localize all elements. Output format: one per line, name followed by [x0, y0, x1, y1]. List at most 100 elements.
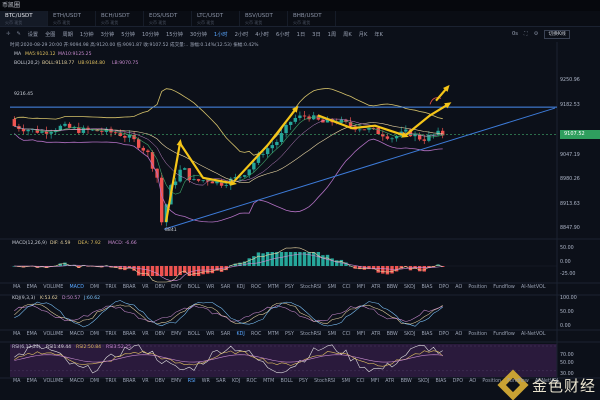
period-button[interactable]: 1周: [327, 31, 337, 38]
indicator-tab[interactable]: SAR: [220, 332, 231, 337]
indicator-tab[interactable]: OBV: [154, 285, 165, 290]
indicator-tab[interactable]: VOLUME: [43, 285, 64, 290]
period-button[interactable]: 3日: [312, 31, 321, 38]
indicator-tab[interactable]: SKDJ: [417, 379, 430, 384]
indicator-tab[interactable]: ATR: [371, 285, 381, 290]
indicator-tab[interactable]: StochRSI: [300, 332, 322, 337]
indicator-tab[interactable]: AI-NetVOL: [521, 285, 546, 290]
indicator-tab[interactable]: TRIX: [105, 285, 117, 290]
indicator-tab[interactable]: VR: [141, 332, 149, 337]
indicator-tab[interactable]: PSY: [285, 332, 294, 337]
indicator-tab[interactable]: SKDJ: [403, 285, 416, 290]
indicator-tab[interactable]: AI-NetVOL: [521, 332, 546, 337]
crosshair-icon[interactable]: ✛: [6, 31, 11, 37]
indicator-tab[interactable]: TRIX: [105, 379, 117, 384]
indicator-tab[interactable]: VOLUME: [43, 379, 64, 384]
indicator-tab[interactable]: SMI: [327, 332, 337, 337]
period-button[interactable]: 月K: [358, 31, 368, 38]
indicator-tab[interactable]: PSY: [285, 285, 294, 290]
indicator-tab[interactable]: BIAS: [421, 332, 433, 337]
period-button[interactable]: 周期: [62, 31, 73, 38]
indicator-tab[interactable]: MFI: [370, 379, 380, 384]
indicator-tab[interactable]: SMI: [327, 285, 337, 290]
period-button[interactable]: 10分钟: [141, 31, 159, 38]
indicator-tab[interactable]: AO: [455, 285, 463, 290]
indicator-tab[interactable]: Position: [482, 379, 502, 384]
indicator-tab[interactable]: ATR: [385, 379, 395, 384]
indicator-tab[interactable]: WR: [206, 285, 215, 290]
indicator-tab[interactable]: CCI: [342, 332, 351, 337]
period-button[interactable]: 1小时: [213, 31, 228, 38]
period-button[interactable]: 4小时: [255, 31, 269, 38]
indicator-tab[interactable]: EMA: [26, 379, 38, 384]
symbol-tab[interactable]: BCH/USDT 火币 现货: [96, 11, 144, 26]
indicator-tab[interactable]: StochRSI: [300, 285, 322, 290]
indicator-tab[interactable]: MACD: [69, 332, 84, 337]
indicator-tab[interactable]: ROC: [246, 379, 257, 384]
indicator-tab[interactable]: ROC: [250, 332, 262, 337]
symbol-tab[interactable]: ETH/USDT 火币 现货: [48, 11, 96, 26]
indicator-tab[interactable]: AI-NetVOL: [534, 379, 560, 384]
indicator-tab[interactable]: MACD: [69, 379, 84, 384]
indicator-tab[interactable]: EMV: [171, 332, 182, 337]
indicator-tab[interactable]: MA: [13, 332, 21, 337]
period-button[interactable]: 1日: [296, 31, 306, 38]
period-button[interactable]: 全图: [45, 31, 56, 38]
indicator-tab[interactable]: MTM: [267, 285, 279, 290]
indicator-tab[interactable]: Fundflow: [507, 379, 529, 384]
indicator-tab[interactable]: AO: [469, 379, 477, 384]
period-button[interactable]: 设置: [27, 31, 39, 38]
indicator-tab[interactable]: BRAR: [122, 332, 136, 337]
indicator-tab[interactable]: CCI: [342, 285, 351, 290]
indicator-tab[interactable]: DMI: [90, 332, 100, 337]
symbol-tab[interactable]: BHB/USDT 火币 现货: [288, 11, 336, 26]
indicator-tab[interactable]: SAR: [216, 379, 226, 384]
symbol-tab[interactable]: EOS/USDT 火币 现货: [144, 11, 192, 26]
indicator-tab[interactable]: MFI: [356, 332, 366, 337]
indicator-tab[interactable]: BOLL: [187, 332, 201, 337]
indicator-tab[interactable]: VR: [141, 379, 149, 384]
indicator-tab[interactable]: OBV: [154, 332, 165, 337]
indicator-tab[interactable]: EMA: [26, 285, 38, 290]
indicator-tab[interactable]: KDJ: [236, 332, 245, 337]
indicator-tab[interactable]: StochRSI: [314, 379, 336, 384]
indicator-tab[interactable]: WR: [201, 379, 210, 384]
indicator-tab[interactable]: BBW: [400, 379, 412, 384]
indicator-tab[interactable]: DMI: [90, 379, 100, 384]
indicator-tab[interactable]: VOLUME: [43, 332, 64, 337]
indicator-tab[interactable]: TRIX: [105, 332, 117, 337]
indicator-tab[interactable]: EMV: [171, 285, 182, 290]
indicator-tab[interactable]: DMI: [90, 285, 100, 290]
period-button[interactable]: 1分钟: [79, 31, 94, 38]
period-button[interactable]: 30分钟: [189, 31, 207, 38]
indicator-tab[interactable]: PSY: [299, 379, 308, 384]
indicator-tab[interactable]: MACD: [69, 285, 84, 290]
indicator-tab[interactable]: BOLL: [187, 285, 201, 290]
period-button[interactable]: 周K: [343, 31, 352, 38]
indicator-tab[interactable]: AO: [455, 332, 463, 337]
indicator-tab[interactable]: MFI: [356, 285, 366, 290]
indicator-tab[interactable]: OBV: [154, 379, 165, 384]
settings-icon[interactable]: ⚙: [533, 31, 539, 37]
indicator-tab[interactable]: BRAR: [122, 379, 136, 384]
period-button[interactable]: 6小时: [275, 31, 290, 38]
indicator-tab[interactable]: DPO: [452, 379, 464, 384]
symbol-tab[interactable]: LTC/USDT 火币 现货: [192, 11, 240, 26]
indicator-tab[interactable]: BBW: [386, 332, 398, 337]
indicator-tab[interactable]: BRAR: [122, 285, 136, 290]
indicator-tab[interactable]: DPO: [438, 332, 450, 337]
indicator-tab[interactable]: Position: [468, 285, 488, 290]
pencil-icon[interactable]: ✎: [16, 31, 21, 37]
indicator-tab[interactable]: CCI: [356, 379, 365, 384]
indicator-tab[interactable]: Fundflow: [493, 285, 515, 290]
indicator-tab[interactable]: DPO: [438, 285, 450, 290]
indicator-tab[interactable]: Position: [468, 332, 488, 337]
indicator-tab[interactable]: MTM: [263, 379, 275, 384]
fullscreen-icon[interactable]: ⛶: [524, 30, 528, 37]
indicator-tab[interactable]: ATR: [371, 332, 381, 337]
symbol-tab[interactable]: BTC/USDT 火币 现货: [0, 11, 48, 26]
indicator-tab[interactable]: BIAS: [435, 379, 447, 384]
indicator-tab[interactable]: Fundflow: [493, 332, 515, 337]
switch-kline-button[interactable]: 切换K线: [544, 29, 570, 39]
period-button[interactable]: 5分钟: [121, 31, 135, 38]
